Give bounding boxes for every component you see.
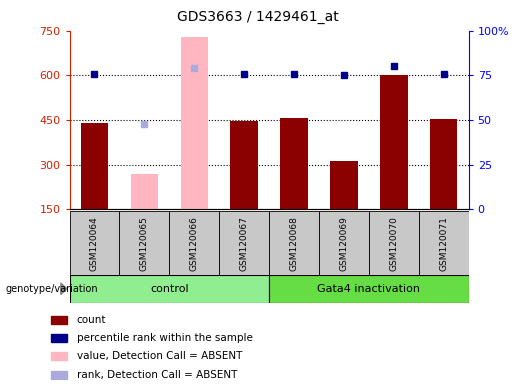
Bar [70, 275, 269, 303]
Bar [269, 211, 319, 275]
Polygon shape [61, 283, 67, 295]
Bar [380, 75, 407, 209]
Bar [70, 211, 119, 275]
Text: GSM120067: GSM120067 [239, 216, 249, 271]
Text: genotype/variation: genotype/variation [5, 284, 98, 294]
Bar [319, 211, 369, 275]
Bar [330, 161, 357, 209]
Bar [280, 118, 308, 209]
Bar [269, 275, 469, 303]
Text: value, Detection Call = ABSENT: value, Detection Call = ABSENT [77, 351, 242, 361]
Text: GSM120070: GSM120070 [389, 216, 398, 271]
Bar [181, 36, 208, 209]
Bar [219, 211, 269, 275]
Bar [50, 334, 67, 342]
Bar [50, 371, 67, 379]
Bar [131, 174, 158, 209]
Bar [369, 211, 419, 275]
Text: percentile rank within the sample: percentile rank within the sample [77, 333, 253, 343]
Text: GSM120071: GSM120071 [439, 216, 448, 271]
Text: GSM120066: GSM120066 [190, 216, 199, 271]
Text: GSM120069: GSM120069 [339, 216, 349, 271]
Text: GSM120065: GSM120065 [140, 216, 149, 271]
Text: count: count [77, 315, 106, 325]
Bar [169, 211, 219, 275]
Bar [430, 119, 457, 209]
Bar [230, 121, 258, 209]
Bar [81, 123, 108, 209]
Text: control: control [150, 284, 188, 294]
Text: rank, Detection Call = ABSENT: rank, Detection Call = ABSENT [77, 370, 237, 380]
Text: Gata4 inactivation: Gata4 inactivation [317, 284, 420, 294]
Text: GSM120064: GSM120064 [90, 216, 99, 271]
Text: GDS3663 / 1429461_at: GDS3663 / 1429461_at [177, 10, 338, 23]
Bar [50, 352, 67, 361]
Bar [50, 316, 67, 324]
Bar [419, 211, 469, 275]
Text: GSM120068: GSM120068 [289, 216, 299, 271]
Bar [119, 211, 169, 275]
